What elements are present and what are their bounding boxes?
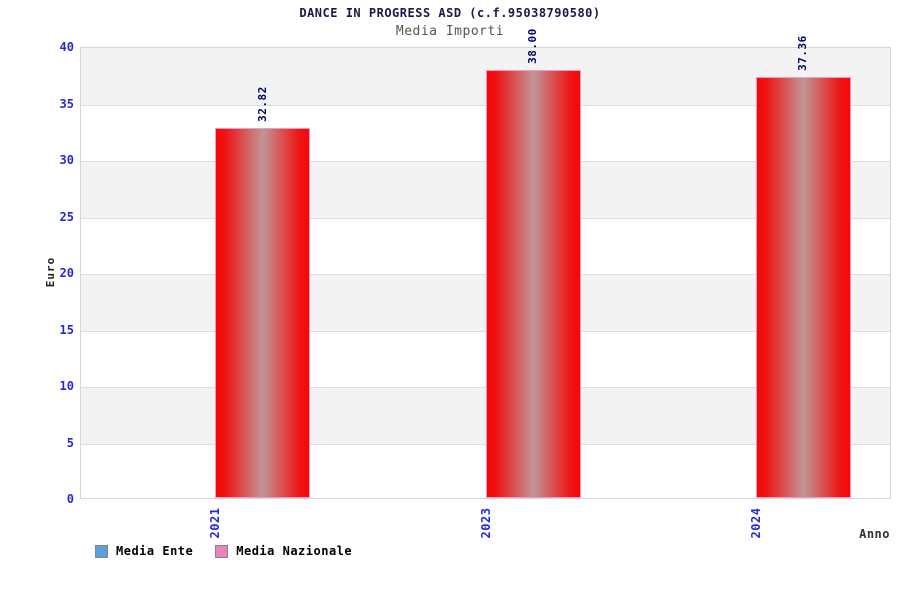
y-tick-label: 30 <box>59 153 74 167</box>
legend-item-media-nazionale: Media Nazionale <box>215 544 352 558</box>
y-axis-title: Euro <box>44 256 57 288</box>
y-tick-label: 40 <box>59 40 74 54</box>
x-tick-label: 2024 <box>748 507 763 539</box>
x-tick-label: 2023 <box>478 507 493 539</box>
media-ente-marker <box>95 544 108 558</box>
y-tick-label: 15 <box>59 322 74 337</box>
y-tick-label: 5 <box>66 435 74 450</box>
media-nazionale-marker <box>215 544 229 558</box>
legend-label: Media Ente <box>116 544 194 558</box>
bar-2023 <box>485 69 581 498</box>
bar-2024 <box>755 76 851 498</box>
chart-subtitle: Media Importi <box>395 24 505 39</box>
y-tick-label: 25 <box>59 209 74 224</box>
y-tick-label: 0 <box>66 492 74 506</box>
y-tick-label: 20 <box>59 266 74 280</box>
chart-title: DANCE IN PROGRESS ASD (c.f.95038790580) <box>299 6 601 20</box>
bar-2021 <box>215 128 311 498</box>
legend-item-media-ente: Media Ente <box>95 544 193 558</box>
x-axis-title: Anno <box>859 527 890 541</box>
y-tick-label: 35 <box>59 96 74 111</box>
legend: Media Ente Media Nazionale <box>95 543 352 559</box>
legend-label: Media Nazionale <box>236 544 353 558</box>
y-tick-label: 10 <box>59 379 74 393</box>
